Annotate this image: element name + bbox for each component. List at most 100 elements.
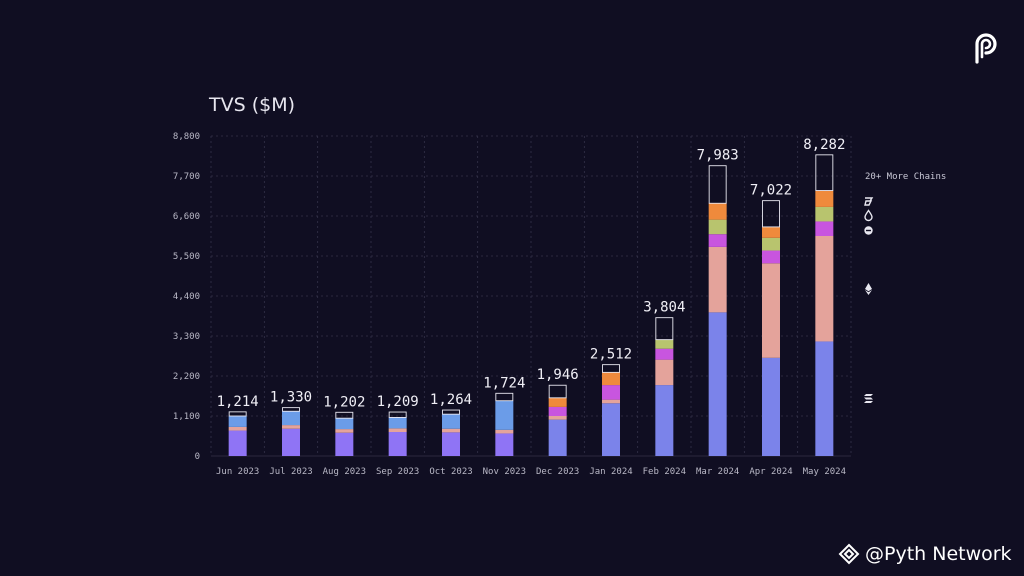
bar-segment-ethereum xyxy=(442,428,460,433)
bar-total-label: 2,512 xyxy=(590,347,632,363)
bar-total-label: 7,983 xyxy=(697,148,739,164)
x-tick-label: Mar 2024 xyxy=(696,467,739,477)
bar-segment-arbitrum xyxy=(602,372,620,386)
y-tick-label: 8,800 xyxy=(173,132,200,142)
circle-dash-icon xyxy=(864,226,873,235)
x-tick-label: Nov 2023 xyxy=(483,467,526,477)
bar-segment-20-more-chains xyxy=(762,200,780,228)
bar-segment-solana xyxy=(228,430,247,456)
watermark-text: @Pyth Network xyxy=(865,543,1012,565)
x-tick-label: Sep 2023 xyxy=(376,467,419,477)
bar-segment-pythnet xyxy=(548,419,567,456)
y-tick-label: 6,600 xyxy=(173,212,200,222)
bar-total-label: 1,264 xyxy=(430,392,472,408)
bar-segment-other-chains xyxy=(282,411,300,426)
pyth-logo-icon xyxy=(975,33,997,64)
bar-segment-ethereum xyxy=(388,428,407,432)
grid-layer xyxy=(210,135,852,457)
bar-segment-20-more-chains xyxy=(655,317,674,341)
bar-segment-20-more-chains xyxy=(495,392,514,402)
bar-segment-other-chains xyxy=(495,400,514,430)
bar-segment-optimism xyxy=(602,385,620,400)
bar-segment-sei xyxy=(815,206,834,222)
bar-segment-pythnet xyxy=(815,341,834,456)
bar-segment-pythnet xyxy=(708,312,727,456)
bar-segment-20-more-chains xyxy=(708,165,727,204)
bar-total-label: 8,282 xyxy=(803,137,845,153)
x-tick-label: Apr 2024 xyxy=(749,467,792,477)
bar-segment-solana xyxy=(442,432,460,456)
x-tick-label: Aug 2023 xyxy=(323,467,366,477)
bar-segment-other-chains xyxy=(388,417,407,429)
bar-segment-optimism xyxy=(548,406,567,416)
bar-segment-other-chains xyxy=(335,418,354,430)
bar-segment-20-more-chains xyxy=(388,411,407,418)
bar-segment-ethereum xyxy=(708,246,727,313)
binance-square-icon xyxy=(838,543,860,565)
bar-segment-pythnet xyxy=(602,403,620,456)
drop-icon xyxy=(864,209,873,222)
bar-segment-ethereum xyxy=(815,236,834,342)
chart-title: TVS ($M) xyxy=(209,94,296,116)
bar-total-label: 1,209 xyxy=(377,394,419,410)
bar-segment-20-more-chains xyxy=(442,409,460,415)
bar-segment-optimism xyxy=(708,234,727,247)
bar-segment-20-more-chains xyxy=(282,407,300,412)
bar-total-label: 7,022 xyxy=(750,183,792,199)
bar-total-label: 1,946 xyxy=(537,367,579,383)
watermark: @Pyth Network xyxy=(838,543,1012,565)
bar-segment-pythnet xyxy=(762,357,780,456)
bar-total-label: 1,330 xyxy=(270,390,312,406)
x-tick-label: Jan 2024 xyxy=(589,467,632,477)
bar-segment-20-more-chains xyxy=(228,411,247,417)
bar-total-label: 1,202 xyxy=(323,394,365,410)
bar-segment-optimism xyxy=(815,221,834,236)
bars-layer xyxy=(228,154,834,456)
bar-segment-solana xyxy=(282,428,300,456)
y-tick-label: 5,500 xyxy=(173,252,200,262)
bar-segment-20-more-chains xyxy=(815,154,834,191)
bar-segment-arbitrum xyxy=(548,397,567,407)
bar-segment-optimism xyxy=(655,348,674,360)
bar-segment-ethereum xyxy=(335,429,354,433)
bar-total-label: 3,804 xyxy=(643,300,685,316)
legend-more-chains: 20+ More Chains xyxy=(865,172,946,182)
bar-segment-20-more-chains xyxy=(335,411,354,419)
x-tick-label: Feb 2024 xyxy=(643,467,686,477)
bar-segment-arbitrum xyxy=(815,190,834,207)
y-tick-label: 1,100 xyxy=(173,412,200,422)
x-tick-label: Jun 2023 xyxy=(216,467,259,477)
y-tick-label: 3,300 xyxy=(173,332,200,342)
bar-segment-ethereum xyxy=(602,399,620,404)
y-tick-label: 7,700 xyxy=(173,172,200,182)
bar-total-label: 1,724 xyxy=(483,375,525,391)
bar-segment-arbitrum xyxy=(762,226,780,238)
bar-segment-20-more-chains xyxy=(548,384,567,399)
x-tick-label: Dec 2023 xyxy=(536,467,579,477)
bar-segment-sei xyxy=(762,237,780,251)
ethereum-icon xyxy=(865,283,872,295)
x-tick-label: Jul 2023 xyxy=(269,467,312,477)
legend: 20+ More Chains xyxy=(864,172,946,403)
bar-segment-sei xyxy=(655,339,674,349)
bar-segment-sei xyxy=(708,219,727,235)
bar-segment-solana xyxy=(495,433,514,456)
x-tick-label: Oct 2023 xyxy=(429,467,472,477)
bar-segment-ethereum xyxy=(762,263,780,358)
bar-total-label: 1,214 xyxy=(217,394,259,410)
blast-icon xyxy=(864,197,874,206)
bar-segment-ethereum xyxy=(228,426,247,431)
solana-icon xyxy=(864,394,873,403)
bar-segment-solana xyxy=(388,432,407,456)
bar-segment-ethereum xyxy=(282,425,300,429)
bar-segment-ethereum xyxy=(495,429,514,434)
y-tick-label: 2,200 xyxy=(173,372,200,382)
bar-segment-arbitrum xyxy=(708,203,727,220)
y-tick-label: 0 xyxy=(195,452,200,462)
bar-segment-ethereum xyxy=(548,416,567,420)
bar-segment-ethereum xyxy=(655,359,674,386)
bar-segment-pythnet xyxy=(655,385,674,456)
x-tick-label: May 2024 xyxy=(803,467,846,477)
labels-layer: 0 1,100 2,200 3,300 4,400 5,500 6,600 7,700 8,80… xyxy=(173,132,846,477)
